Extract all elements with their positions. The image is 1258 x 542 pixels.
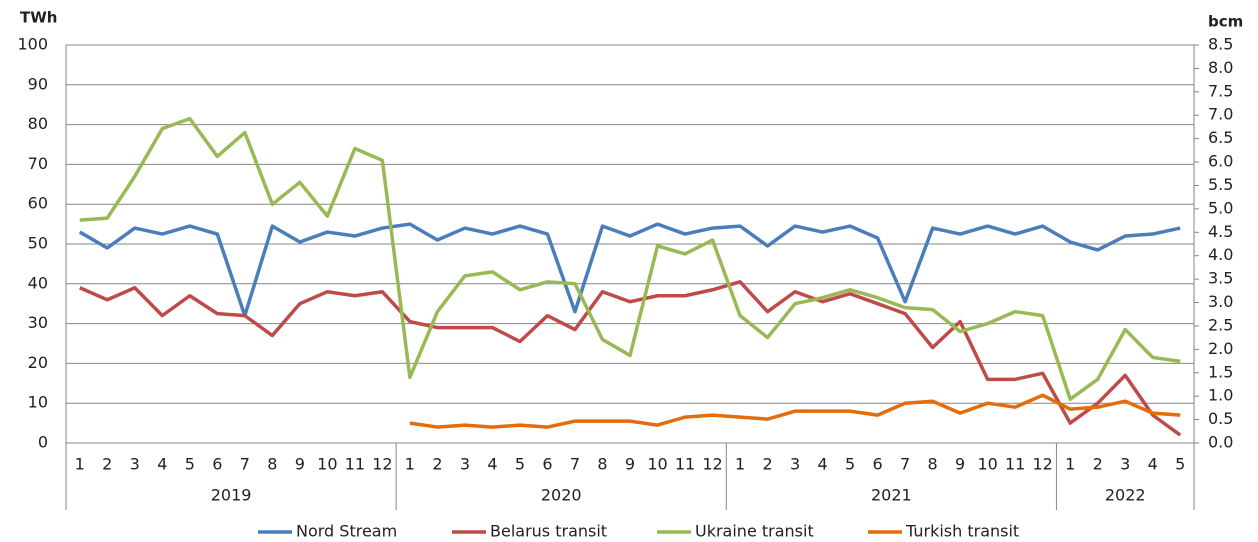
x-tick-label: 4 [817,455,827,474]
y2-tick-label: 1.0 [1208,386,1233,405]
y-tick-label: 80 [28,114,48,133]
year-label: 2022 [1105,486,1146,505]
x-tick-label: 2 [432,455,442,474]
y2-tick-label: 6.0 [1208,152,1233,171]
x-tick-label: 5 [185,455,195,474]
x-tick-label: 3 [790,455,800,474]
y2-tick-label: 3.0 [1208,292,1233,311]
x-tick-label: 1 [75,455,85,474]
x-tick-label: 6 [542,455,552,474]
x-tick-label: 11 [1005,455,1025,474]
y2-tick-label: 7.0 [1208,105,1233,124]
x-tick-label: 9 [295,455,305,474]
series-line [79,280,1182,437]
year-label: 2020 [541,486,582,505]
y-tick-label: 100 [17,35,48,54]
y2-tick-label: 3.5 [1208,269,1233,288]
x-tick-label: 12 [702,455,722,474]
y-tick-label: 70 [28,154,48,173]
x-tick-label: 1 [1065,455,1075,474]
x-tick-label: 7 [570,455,580,474]
x-tick-label: 10 [647,455,667,474]
x-tick-label: 3 [460,455,470,474]
x-tick-label: 3 [1120,455,1130,474]
y2-tick-label: 5.0 [1208,198,1233,217]
x-tick-label: 2 [102,455,112,474]
legend-label: Turkish transit [905,522,1019,541]
year-label: 2021 [871,486,912,505]
x-tick-label: 1 [735,455,745,474]
y2-tick-label: 0.0 [1208,433,1233,452]
y-tick-label: 60 [28,194,48,213]
y2-tick-label: 6.5 [1208,128,1233,147]
x-tick-label: 9 [955,455,965,474]
y-tick-label: 40 [28,273,48,292]
x-tick-label: 6 [873,455,883,474]
x-tick-label: 11 [345,455,365,474]
year-label: 2019 [211,486,252,505]
y2-tick-label: 0.5 [1208,409,1233,428]
x-tick-label: 10 [317,455,337,474]
x-tick-label: 5 [1175,455,1185,474]
y-tick-label: 50 [28,234,48,253]
x-tick-label: 4 [157,455,167,474]
y2-axis-label: bcm [1208,13,1243,31]
y2-tick-label: 2.0 [1208,339,1233,358]
y-tick-label: 0 [38,433,48,452]
y2-tick-label: 8.5 [1208,35,1233,54]
y-tick-label: 30 [28,313,48,332]
x-tick-label: 7 [900,455,910,474]
x-tick-label: 4 [487,455,497,474]
x-tick-label: 8 [267,455,277,474]
y2-tick-label: 1.5 [1208,362,1233,381]
x-tick-label: 12 [1033,455,1053,474]
y2-tick-label: 8.0 [1208,58,1233,77]
y-tick-label: 90 [28,74,48,93]
legend-label: Nord Stream [296,522,397,541]
legend-label: Ukraine transit [695,522,814,541]
y2-tick-label: 2.5 [1208,315,1233,334]
legend-label: Belarus transit [490,522,607,541]
x-tick-label: 2 [1093,455,1103,474]
series-line [78,222,1181,318]
x-tick-label: 11 [675,455,695,474]
x-tick-label: 10 [977,455,997,474]
x-tick-label: 7 [240,455,250,474]
x-tick-label: 5 [845,455,855,474]
x-tick-label: 6 [212,455,222,474]
x-tick-label: 4 [1148,455,1158,474]
x-tick-label: 2 [762,455,772,474]
x-tick-label: 9 [625,455,635,474]
y2-tick-label: 5.5 [1208,175,1233,194]
y-tick-label: 10 [28,393,48,412]
x-tick-label: 8 [597,455,607,474]
y-tick-label: 20 [28,353,48,372]
y2-tick-label: 7.5 [1208,81,1233,100]
x-tick-label: 3 [130,455,140,474]
x-tick-label: 8 [928,455,938,474]
x-tick-label: 1 [405,455,415,474]
x-tick-label: 12 [372,455,392,474]
series-line [409,393,1181,429]
series-line [79,116,1181,401]
y2-tick-label: 4.5 [1208,222,1233,241]
y2-tick-label: 4.0 [1208,245,1233,264]
x-tick-label: 5 [515,455,525,474]
y-axis-label: TWh [20,9,57,27]
